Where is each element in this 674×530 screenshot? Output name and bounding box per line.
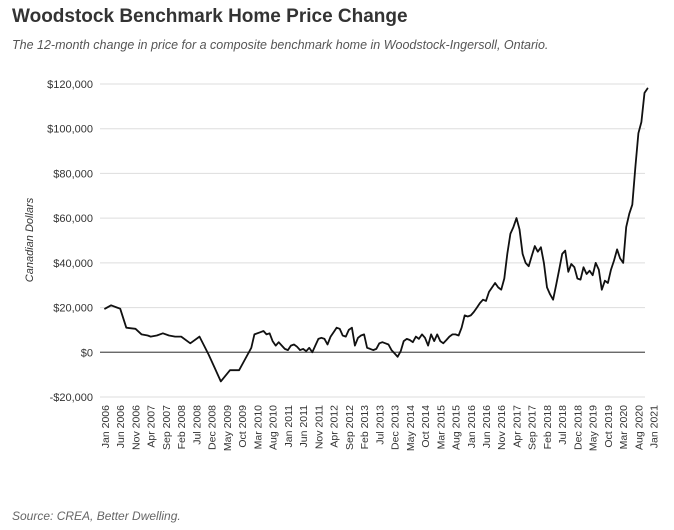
y-tick-label: $120,000 [47, 79, 93, 91]
x-tick-label: Dec 2018 [572, 405, 584, 450]
x-tick-label: Jun 2016 [481, 405, 493, 448]
x-tick-label: May 2009 [222, 405, 234, 451]
x-tick-label: Jul 2008 [191, 405, 203, 445]
series-line [104, 87, 649, 383]
x-tick-label: Mar 2020 [618, 405, 630, 450]
x-tick-label: Jun 2006 [115, 405, 127, 448]
x-tick-label: Mar 2015 [435, 405, 447, 450]
x-tick-label: Oct 2014 [420, 405, 432, 448]
y-tick-label: $20,000 [53, 303, 93, 315]
x-tick-label: Apr 2012 [329, 405, 341, 448]
x-tick-label: Jun 2011 [298, 405, 310, 448]
x-tick-label: Feb 2008 [176, 405, 188, 450]
x-tick-label: Sep 2012 [344, 405, 356, 450]
x-tick-label: Feb 2018 [542, 405, 554, 450]
x-tick-label: Mar 2010 [252, 405, 264, 450]
x-tick-label: Feb 2013 [359, 405, 371, 450]
x-tick-label: Jul 2018 [557, 405, 569, 445]
x-tick-label: Apr 2007 [146, 405, 158, 448]
series-layer [104, 87, 649, 383]
x-tick-label: Oct 2009 [237, 405, 249, 448]
y-tick-label: -$20,000 [50, 392, 93, 404]
y-axis-label: Canadian Dollars [24, 197, 36, 282]
x-axis: Jan 2006 Jun 2006 Nov 2006 Apr 2007 Sep 2007… [100, 405, 661, 451]
x-tick-label: Jan 2021 [649, 405, 661, 448]
x-tick-label: Aug 2020 [633, 405, 645, 450]
x-tick-label: May 2019 [588, 405, 600, 451]
y-tick-label: $40,000 [53, 258, 93, 270]
x-tick-label: Sep 2017 [527, 405, 539, 450]
chart-subtitle: The 12-month change in price for a compo… [12, 38, 549, 52]
x-tick-label: Nov 2011 [313, 405, 325, 449]
x-tick-label: Aug 2010 [268, 405, 280, 450]
y-tick-label: $0 [81, 347, 93, 359]
y-tick-label: $60,000 [53, 213, 93, 225]
x-tick-label: Nov 2016 [496, 405, 508, 450]
x-tick-label: Dec 2013 [390, 405, 402, 450]
chart-title: Woodstock Benchmark Home Price Change [12, 6, 408, 27]
x-tick-label: Apr 2017 [511, 405, 523, 448]
x-tick-label: May 2014 [405, 405, 417, 451]
x-tick-label: Jan 2006 [100, 405, 112, 448]
x-tick-label: Aug 2015 [451, 405, 463, 450]
source-note: Source: CREA, Better Dwelling. [12, 509, 181, 523]
x-tick-label: Dec 2008 [207, 405, 219, 450]
x-tick-label: Sep 2007 [161, 405, 173, 450]
y-tick-label: $80,000 [53, 168, 93, 180]
y-axis: -$20,000 $0 $20,000 $40,000 $60,000 $80,000 $1… [47, 79, 93, 404]
x-tick-label: Jan 2011 [283, 405, 295, 448]
y-tick-label: $100,000 [47, 124, 93, 136]
x-tick-label: Jan 2016 [466, 405, 478, 448]
gridlines [100, 83, 645, 398]
x-tick-label: Jul 2013 [374, 405, 386, 445]
x-tick-label: Oct 2019 [603, 405, 615, 448]
x-tick-label: Nov 2006 [130, 405, 142, 450]
